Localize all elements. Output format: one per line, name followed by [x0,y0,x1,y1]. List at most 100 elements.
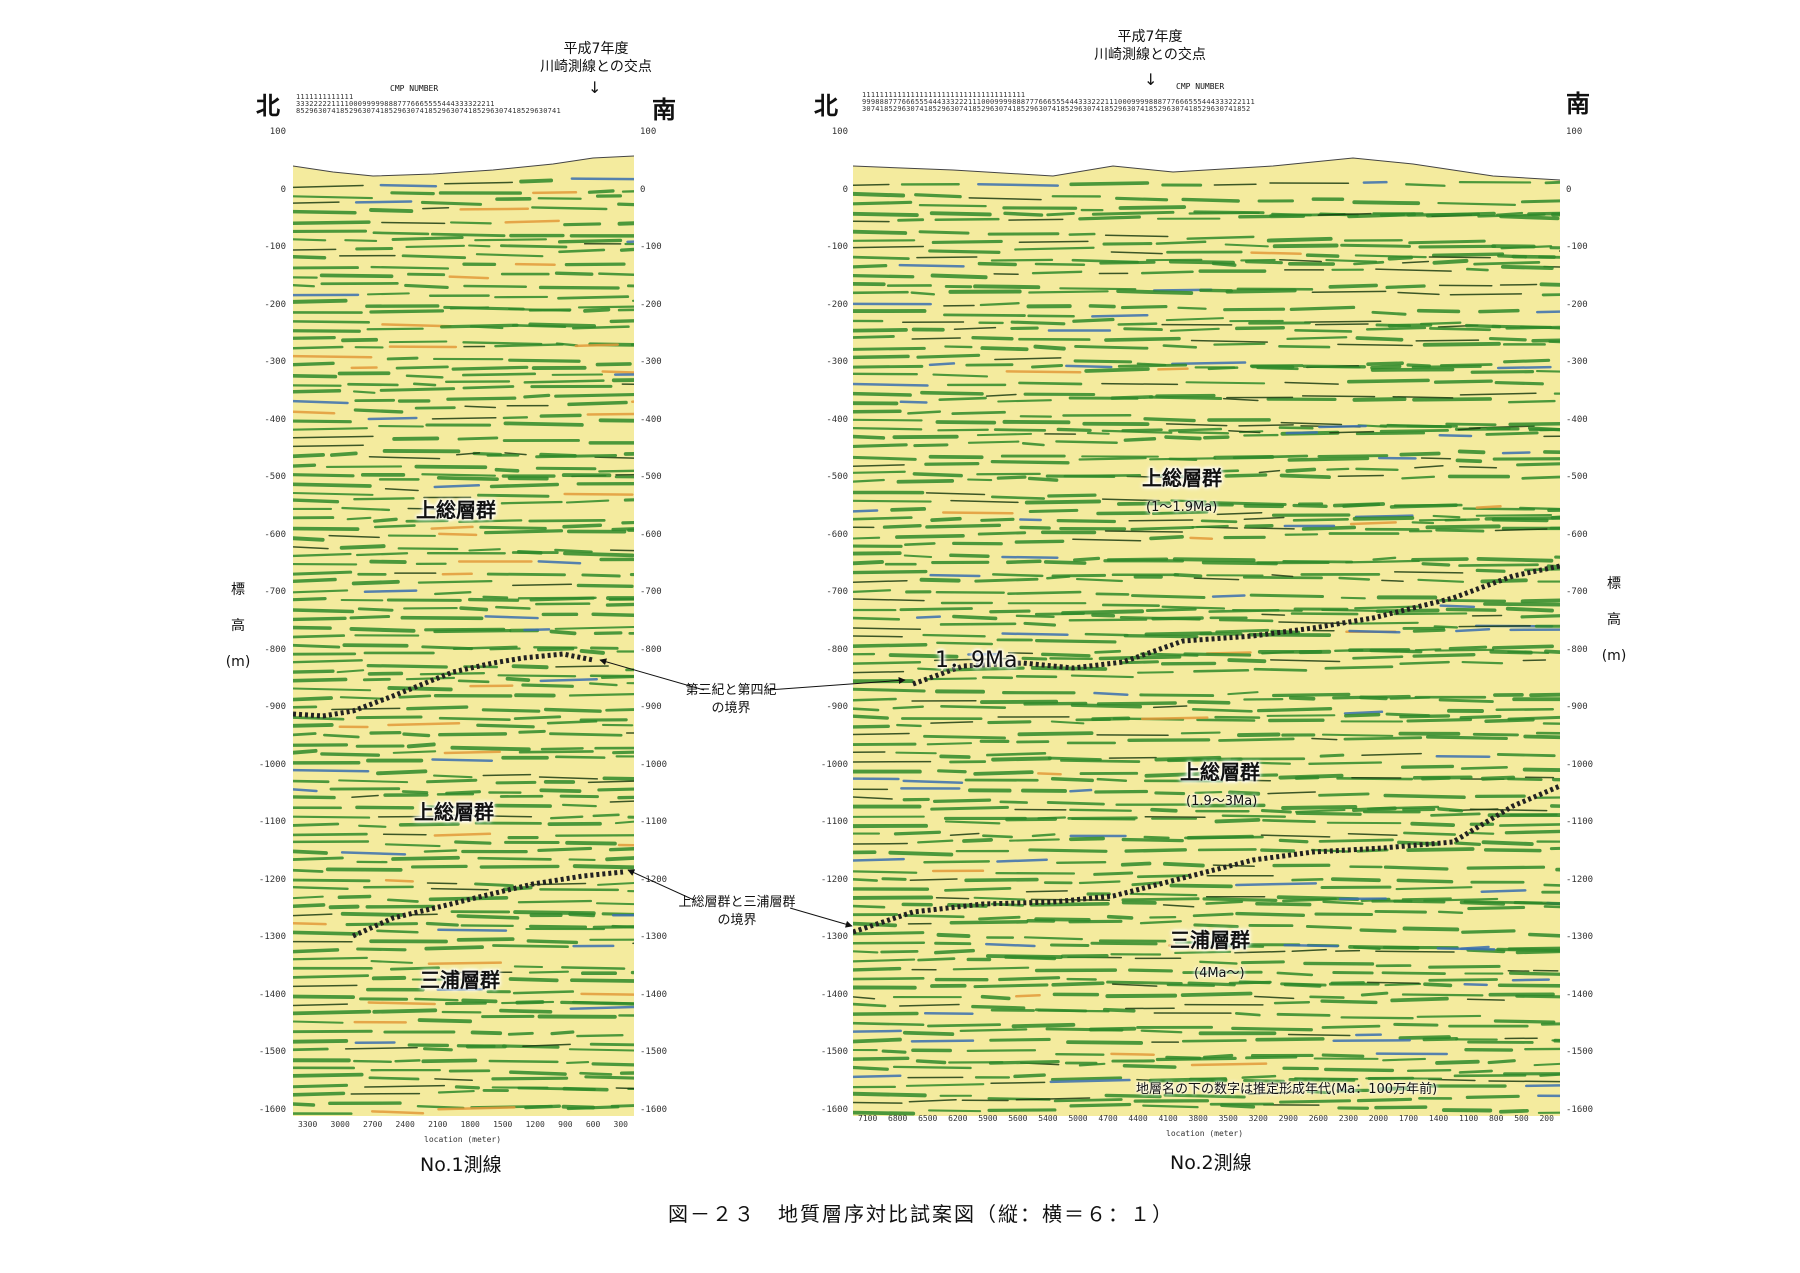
seismic-reflector [953,326,997,331]
seismic-reflector [621,520,634,525]
seismic-reflector [293,788,318,793]
seismic-reflector [1191,524,1229,529]
seismic-reflector [422,206,450,210]
seismic-reflector [1383,865,1449,871]
seismic-reflector [459,606,489,612]
seismic-reflector [959,1028,1028,1033]
seismic-reflector [1421,562,1451,567]
seismic-reflector [570,177,634,181]
seismic-reflector [470,1030,503,1036]
seismic-reflector [1399,451,1441,457]
seismic-reflector [528,322,597,328]
seismic-reflector [381,323,452,328]
seismic-reflector [602,776,634,781]
seismic-reflector [1235,882,1318,887]
seismic-reflector [915,1059,947,1065]
seismic-reflector [1414,464,1444,469]
seismic-reflector [1149,534,1184,541]
seismic-reflector [1261,650,1295,655]
location-tick: 1100 [1458,1114,1479,1123]
seismic-reflector [1270,659,1341,663]
seismic-reflector [853,434,886,440]
seismic-reflector [443,181,514,185]
seismic-reflector [457,436,499,441]
seismic-reflector [414,464,488,470]
seismic-reflector [853,245,925,249]
above-surface-area [853,136,1560,180]
panel1-location-ticks: 3300 3000 2700 2400 2100 1800 1500 1200 900 600 30… [298,1120,628,1129]
seismic-reflector [293,546,329,550]
seismic-reflector [425,805,482,810]
seismic-reflector [1420,457,1452,460]
depth-tick: -500 [264,472,286,482]
seismic-reflector [1489,649,1533,655]
seismic-reflector [1157,367,1189,371]
seismic-reflector [1037,772,1062,776]
seismic-reflector [561,803,597,808]
seismic-reflector [549,629,577,636]
seismic-reflector [1476,556,1554,563]
seismic-reflector [1460,945,1490,950]
seismic-reflector [364,1084,446,1088]
seismic-reflector [537,560,582,565]
seismic-reflector [1162,861,1205,868]
depth-tick: -100 [640,242,662,252]
seismic-reflector [1399,660,1450,665]
seismic-reflector [1059,287,1137,291]
seismic-reflector [594,456,634,459]
seismic-reflector [1254,995,1295,1000]
seismic-reflector [1306,1090,1331,1095]
seismic-reflector [513,715,562,721]
seismic-reflector [293,1091,346,1097]
seismic-reflector [479,864,560,869]
depth-tick: -300 [640,357,662,367]
seismic-reflector [1497,983,1560,988]
seismic-reflector [935,420,997,425]
seismic-reflector [1099,260,1156,265]
seismic-reflector [512,990,575,995]
seismic-reflector [438,716,511,722]
seismic-reflector [576,583,634,588]
seismic-reflector [1110,1052,1155,1056]
seismic-reflector [1445,422,1497,427]
seismic-reflector [1549,846,1560,851]
seismic-reflector [1322,900,1364,905]
depth-tick: -300 [264,357,286,367]
seismic-reflector [337,894,372,900]
seismic-reflector [494,467,520,473]
seismic-reflector [938,396,987,401]
seismic-reflector [1508,421,1560,427]
seismic-reflector [293,1039,349,1044]
seismic-reflector [293,1072,364,1078]
seismic-reflector [985,942,1036,948]
depth-tick: -500 [826,472,848,482]
seismic-reflector [1093,871,1134,876]
seismic-reflector [440,323,519,329]
depth-tick: -200 [264,299,286,310]
seismic-reflector [918,230,970,235]
seismic-reflector [395,365,449,370]
depth-tick: -900 [640,702,662,712]
seismic-reflector [630,970,634,975]
seismic-reflector [853,1101,903,1104]
seismic-reflector [504,219,560,224]
seismic-reflector [508,358,581,363]
seismic-reflector [1406,1068,1452,1073]
seismic-reflector [398,822,460,827]
seismic-reflector [1121,428,1163,432]
seismic-reflector [1276,1012,1331,1017]
seismic-reflector [614,820,634,825]
seismic-reflector [386,898,419,903]
seismic-reflector [1455,627,1491,633]
seismic-reflector [1143,835,1170,840]
seismic-reflector [584,1075,634,1080]
seismic-reflector [1374,910,1427,914]
seismic-reflector [1072,317,1115,323]
seismic-reflector [937,769,967,774]
seismic-reflector [853,877,879,882]
seismic-reflector [1338,576,1371,581]
seismic-reflector [1104,234,1169,238]
location-tick: 2300 [1338,1114,1359,1123]
seismic-reflector [1281,805,1358,810]
seismic-reflector [949,553,990,558]
